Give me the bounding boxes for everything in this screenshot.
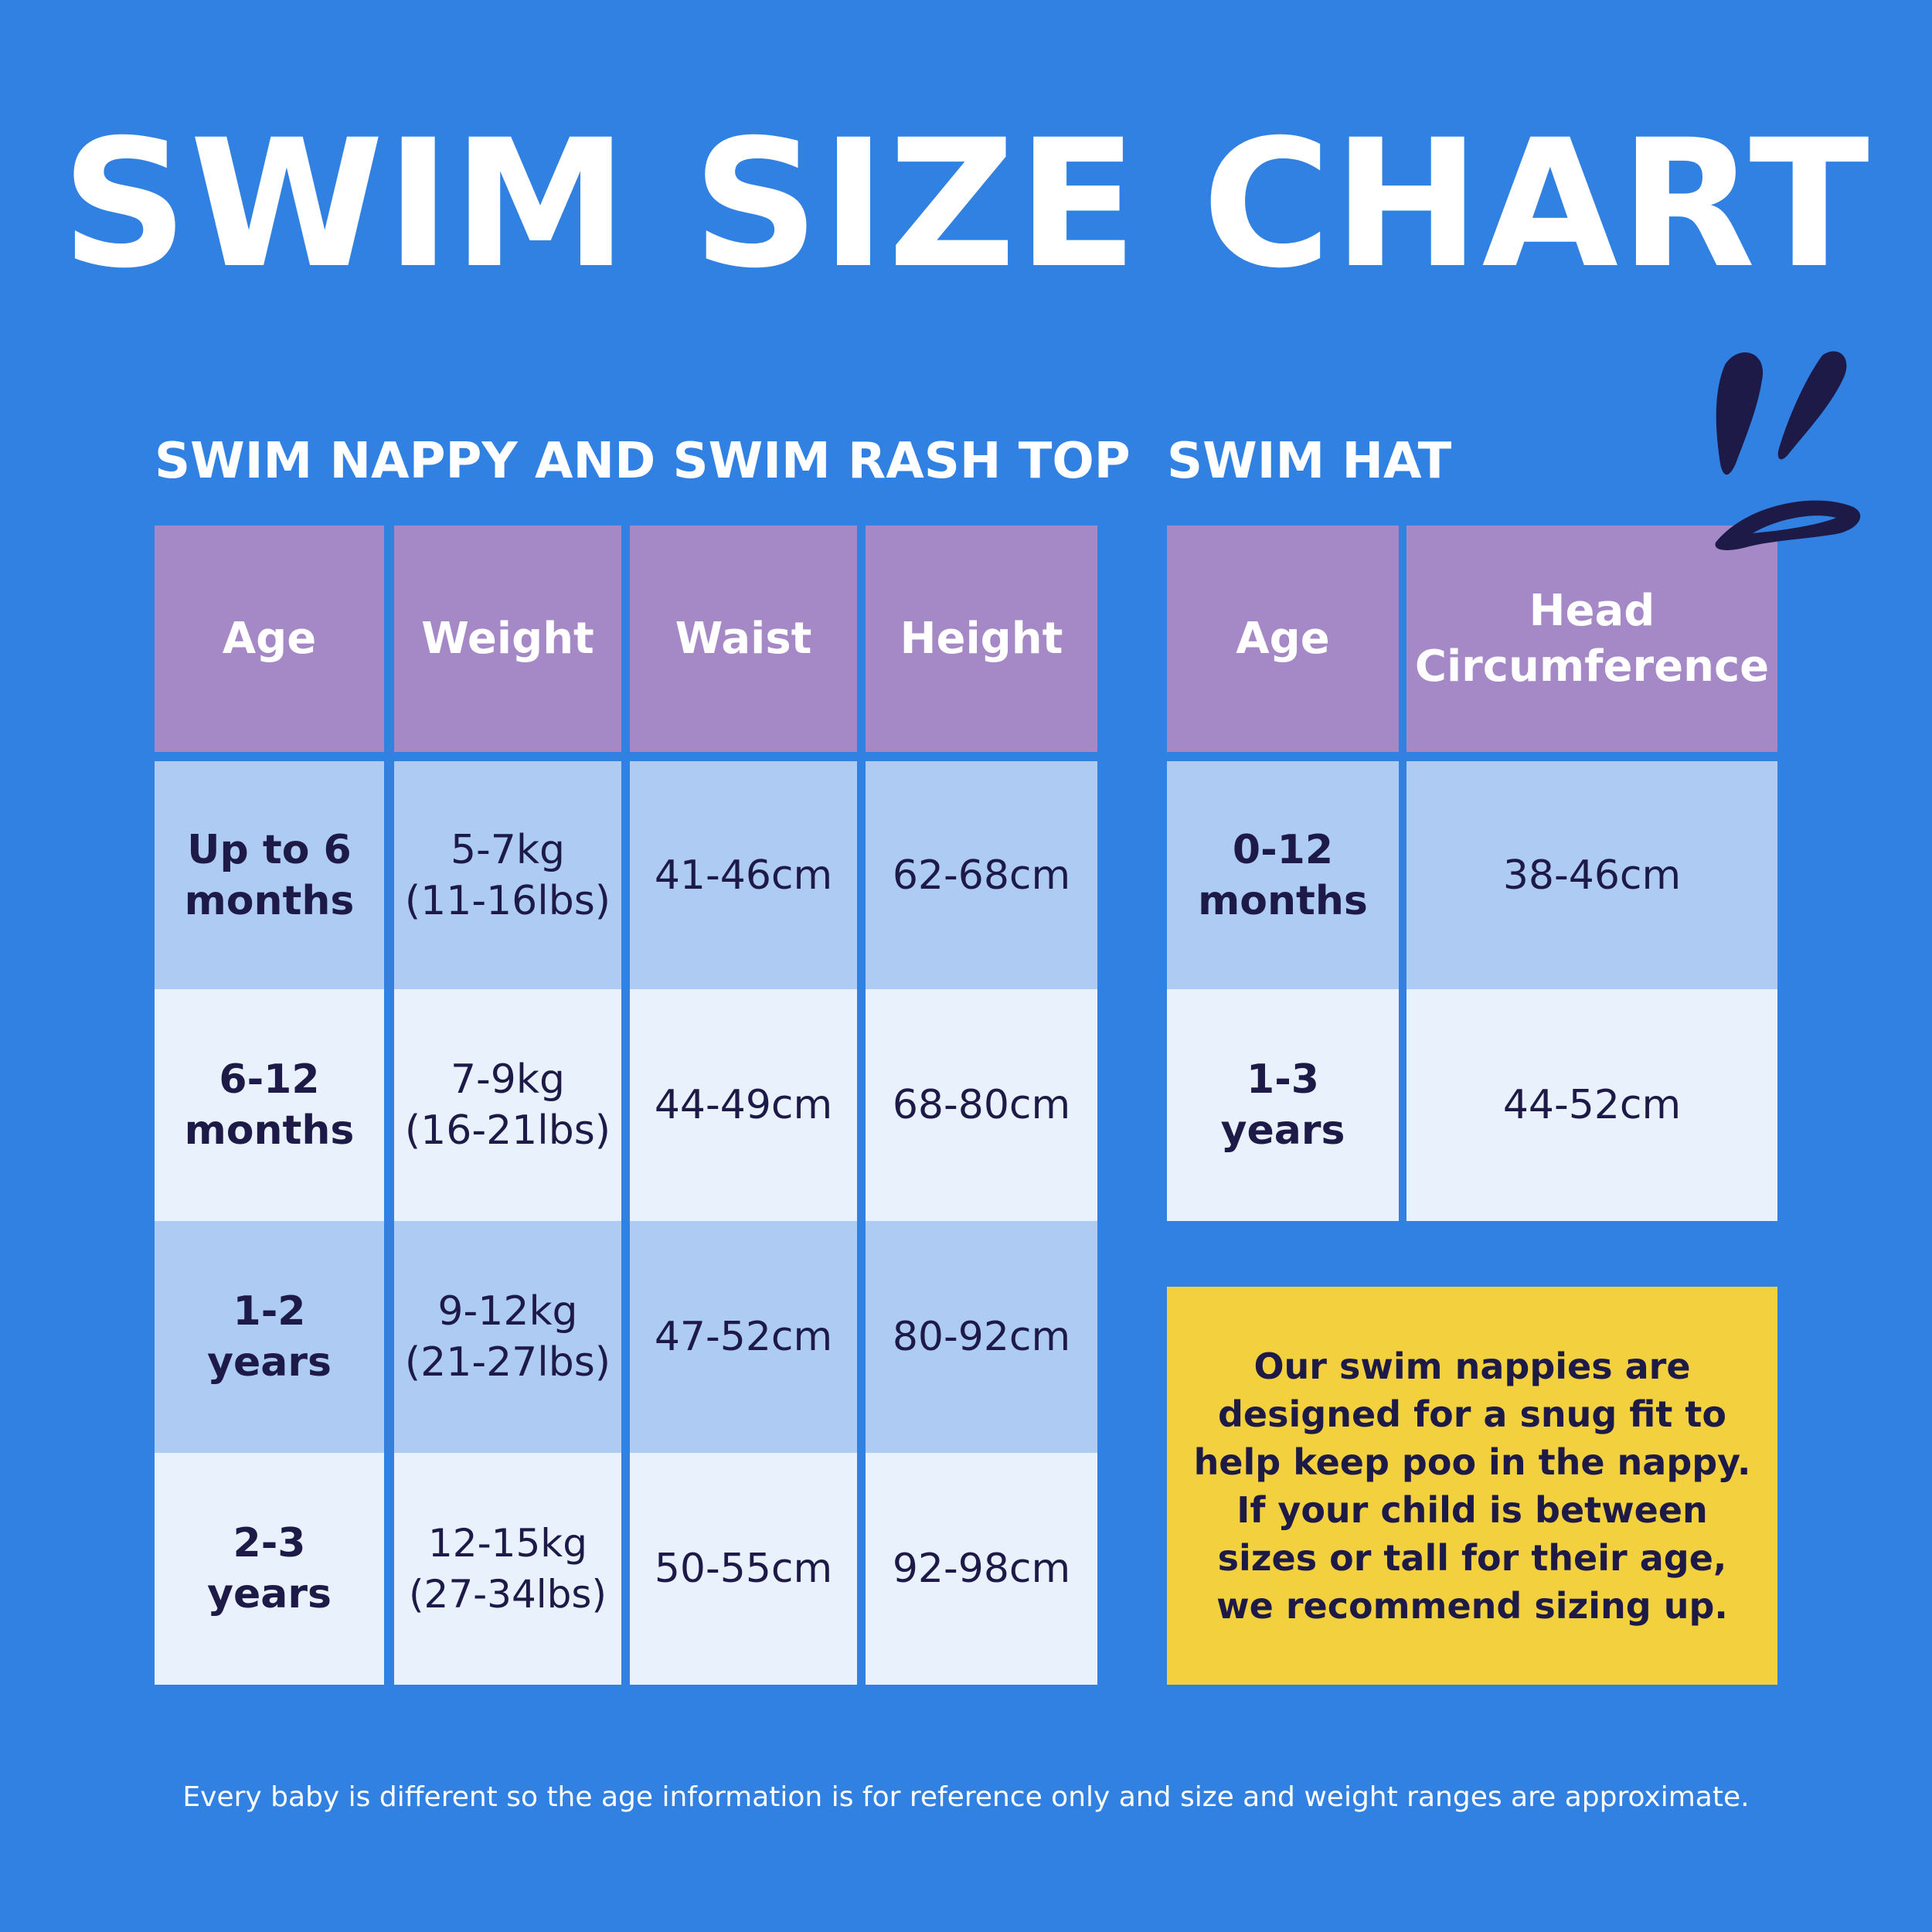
- note-line: sizes or tall for their age,: [1217, 1536, 1727, 1579]
- table-row-height: 62-68cm: [866, 761, 1097, 989]
- note-line: designed for a snug fit to: [1218, 1393, 1726, 1435]
- nappy-section-title: SWIM NAPPY AND SWIM RASH TOP: [155, 433, 1131, 490]
- table-row-age: 6-12 months: [155, 989, 384, 1221]
- table-row-height: 92-98cm: [866, 1453, 1097, 1685]
- table-row-age: Up to 6 months: [155, 761, 384, 989]
- table-row-weight: 5-7kg (11-16lbs): [394, 761, 621, 989]
- nappy-header-waist: Waist: [630, 526, 857, 752]
- sizing-note: Our swim nappies are designed for a snug…: [1167, 1287, 1777, 1685]
- table-row-age: 1-2 years: [155, 1221, 384, 1453]
- note-line: If your child is between: [1236, 1488, 1708, 1531]
- table-row-weight: 12-15kg (27-34lbs): [394, 1453, 621, 1685]
- footer-disclaimer: Every baby is different so the age infor…: [182, 1781, 1750, 1813]
- table-row-height: 68-80cm: [866, 989, 1097, 1221]
- note-line: we recommend sizing up.: [1216, 1584, 1728, 1627]
- note-line: help keep poo in the nappy.: [1193, 1440, 1751, 1483]
- table-row-waist: 50-55cm: [630, 1453, 857, 1685]
- table-row-height: 80-92cm: [866, 1221, 1097, 1453]
- table-row-weight: 9-12kg (21-27lbs): [394, 1221, 621, 1453]
- table-row-waist: 47-52cm: [630, 1221, 857, 1453]
- table-row-circumference: 44-52cm: [1406, 989, 1777, 1221]
- hat-section-title: SWIM HAT: [1167, 433, 1452, 490]
- table-row-waist: 41-46cm: [630, 761, 857, 989]
- table-row-age: 0-12 months: [1167, 761, 1399, 989]
- hat-header-age: Age: [1167, 526, 1399, 752]
- note-line: Our swim nappies are: [1253, 1345, 1691, 1387]
- table-row-waist: 44-49cm: [630, 989, 857, 1221]
- nappy-header-weight: Weight: [394, 526, 621, 752]
- table-row-age: 1-3 years: [1167, 989, 1399, 1221]
- table-row-age: 2-3 years: [155, 1453, 384, 1685]
- table-row-weight: 7-9kg (16-21lbs): [394, 989, 621, 1221]
- nappy-header-age: Age: [155, 526, 384, 752]
- nappy-header-height: Height: [866, 526, 1097, 752]
- splash-icon: [1715, 351, 1861, 550]
- table-row-circumference: 38-46cm: [1406, 761, 1777, 989]
- hat-header-circumference: Head Circumference: [1406, 526, 1777, 752]
- page-title: SWIM SIZE CHART: [61, 101, 1871, 307]
